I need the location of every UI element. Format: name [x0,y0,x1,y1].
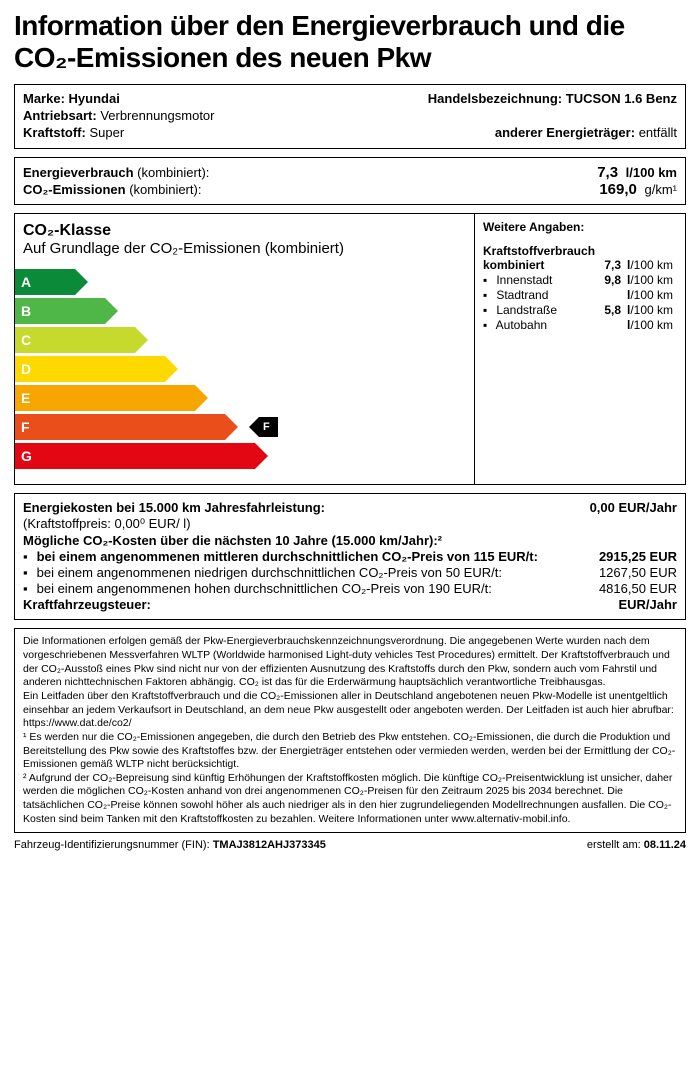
efficiency-bar: C [15,327,135,353]
consumption-box: Energieverbrauch (kombiniert): 7,3 l/100… [14,157,686,205]
co2-value: 169,0 [599,181,637,198]
efficiency-bar: E [15,385,195,411]
energy-note: (kombiniert): [137,165,209,180]
andere-label: anderer Energieträger: [495,125,635,140]
bar-row-f: FF [15,414,466,440]
fineprint: Die Informationen erfolgen gemäß der Pkw… [14,628,686,833]
fuel-detail: Weitere Angaben: Kraftstoffverbrauch kom… [475,214,685,484]
costs-hdr-val: 0,00 EUR/Jahr [590,500,677,515]
bar-row-g: G [15,443,466,469]
co2-note: (kombiniert): [129,182,201,197]
fuelprice: (Kraftstoffpreis: 0,00⁰ EUR/ l) [23,516,677,532]
costs-box: Energiekosten bei 15.000 km Jahresfahrle… [14,493,686,620]
bar-row-e: E [15,385,466,411]
cost-row: ▪ bei einem angenommenen hohen durchschn… [23,581,677,596]
andere-value: entfällt [639,125,677,140]
energy-value: 7,3 [597,164,618,181]
fineprint-para: Ein Leitfaden über den Kraftstoffverbrau… [23,690,677,731]
fuel-row: ▪ Innenstadt9,8l/100 km [483,273,677,287]
class-chart-box: CO₂-Klasse Auf Grundlage der CO₂-Emissio… [14,213,686,485]
date-value: 08.11.24 [644,839,686,851]
marke-label: Marke: [23,91,65,106]
bar-row-d: D [15,356,466,382]
date-label: erstellt am: [587,839,641,851]
chart-subtitle: Auf Grundlage der CO₂-Emissionen (kombin… [23,240,466,257]
fineprint-para: ² Aufgrund der CO₂-Bepreisung sind künft… [23,772,677,827]
marke-value: Hyundai [69,91,120,106]
fin-value: TMAJ3812AHJ373345 [213,839,326,851]
page-title: Information über den Energieverbrauch un… [14,10,686,74]
cost-row: ▪ bei einem angenommenen niedrigen durch… [23,565,677,580]
fineprint-para: ¹ Es werden nur die CO₂-Emissionen angeg… [23,731,677,772]
co2-label: CO₂-Emissionen [23,182,126,197]
fuel-row: ▪ Stadtrandl/100 km [483,288,677,302]
antrieb-value: Verbrennungsmotor [100,108,214,123]
antrieb-label: Antriebsart: [23,108,97,123]
costs-hdr: Energiekosten bei 15.000 km Jahresfahrle… [23,500,325,515]
chart-title: CO₂-Klasse [23,222,466,240]
energy-label: Energieverbrauch [23,165,134,180]
fuel-row: ▪ Landstraße5,8l/100 km [483,303,677,317]
efficiency-bar: F [15,414,225,440]
bar-row-b: B [15,298,466,324]
vehicle-box: Marke: Hyundai Handelsbezeichnung: TUCSO… [14,84,686,149]
efficiency-bar: G [15,443,255,469]
fuel-row: ▪ Autobahnl/100 km [483,318,677,332]
kraftstoff-label: Kraftstoff: [23,125,86,140]
efficiency-bar: D [15,356,165,382]
cost-row: ▪ bei einem angenommenen mittleren durch… [23,549,677,564]
fineprint-para: Die Informationen erfolgen gemäß der Pkw… [23,635,677,690]
co2costs-hdr: Mögliche CO₂-Kosten über die nächsten 10… [23,533,677,548]
efficiency-bars: ABCDEFFG [15,269,466,469]
efficiency-bar: B [15,298,105,324]
class-marker: F [259,417,278,437]
handel-label: Handelsbezeichnung: [428,91,562,106]
co2-unit: g/km¹ [645,182,678,197]
footer: Fahrzeug-Identifizierungsnummer (FIN): T… [14,839,686,851]
efficiency-bar: A [15,269,75,295]
bar-row-c: C [15,327,466,353]
kraftstoff-value: Super [89,125,124,140]
handel-value: TUCSON 1.6 Benz [566,91,677,106]
tax-label: Kraftfahrzeugsteuer: [23,597,151,612]
tax-value: EUR/Jahr [618,597,677,612]
fuel-sub: Kraftstoffverbrauch [483,244,677,258]
bar-row-a: A [15,269,466,295]
energy-unit: l/100 km [626,165,677,180]
fuel-row: kombiniert7,3l/100 km [483,258,677,272]
fuel-hdr: Weitere Angaben: [483,220,677,234]
fin-label: Fahrzeug-Identifizierungsnummer (FIN): [14,839,210,851]
